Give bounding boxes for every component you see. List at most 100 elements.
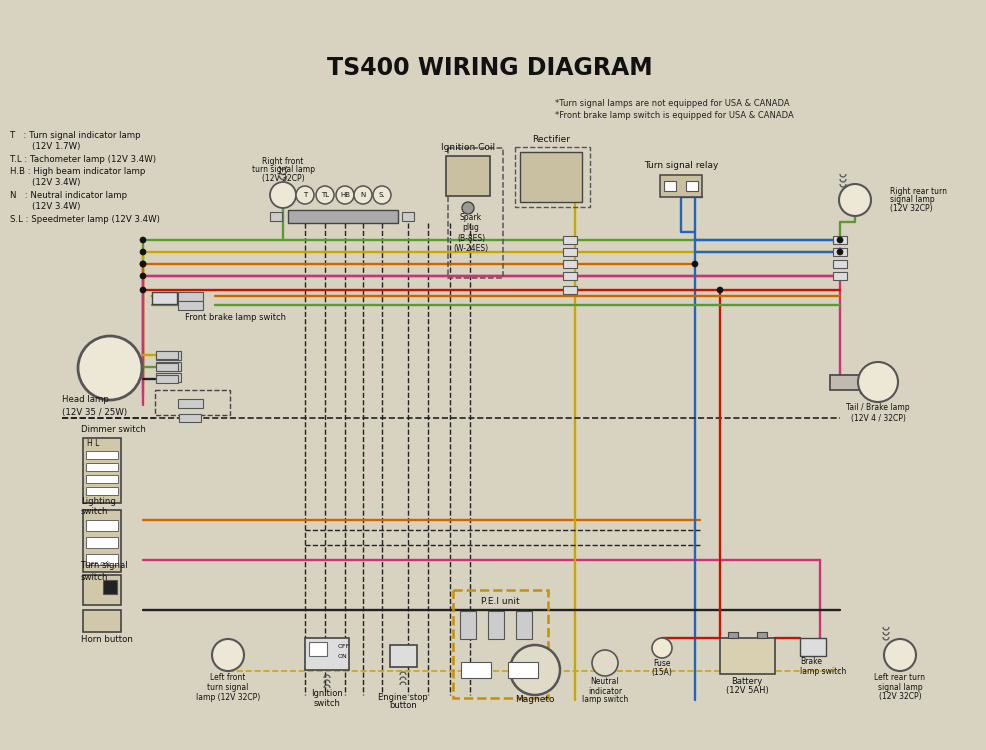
Text: *Turn signal lamps are not equipped for USA & CANADA: *Turn signal lamps are not equipped for … [554, 98, 789, 107]
Text: T.L : Tachometer lamp (12V 3.4W): T.L : Tachometer lamp (12V 3.4W) [10, 154, 156, 164]
Text: N   : Neutral indicator lamp: N : Neutral indicator lamp [10, 190, 127, 200]
Circle shape [140, 261, 146, 267]
Bar [832, 272, 846, 280]
Bar [103, 580, 117, 594]
Circle shape [691, 261, 697, 267]
Text: (12V 1.7W): (12V 1.7W) [10, 142, 80, 152]
Bar [177, 292, 202, 301]
Text: Lighting: Lighting [81, 496, 115, 506]
Bar [460, 662, 490, 678]
Bar [86, 554, 118, 565]
Text: turn signal: turn signal [207, 682, 248, 692]
Bar [829, 375, 859, 390]
Text: Fuse: Fuse [653, 659, 670, 668]
Text: Left front: Left front [210, 673, 246, 682]
Text: Turn signal relay: Turn signal relay [643, 160, 718, 170]
Bar [508, 662, 537, 678]
Circle shape [652, 638, 671, 658]
Text: S.: S. [379, 192, 385, 198]
Text: OFF: OFF [337, 644, 350, 649]
Circle shape [836, 237, 842, 243]
Text: Front brake lamp switch: Front brake lamp switch [184, 314, 286, 322]
Circle shape [140, 261, 146, 267]
Text: H.B : High beam indicator lamp: H.B : High beam indicator lamp [10, 166, 145, 176]
Bar [86, 451, 118, 459]
Bar [562, 260, 577, 268]
Text: Horn button: Horn button [81, 635, 133, 644]
Text: signal lamp: signal lamp [877, 682, 921, 692]
Text: (12V 3.4W): (12V 3.4W) [10, 178, 80, 188]
Bar [178, 414, 201, 422]
Text: Rectifier: Rectifier [531, 134, 570, 143]
Circle shape [592, 650, 617, 676]
Text: Dimmer switch: Dimmer switch [81, 424, 146, 433]
Bar [685, 181, 697, 191]
Bar [520, 152, 582, 202]
Bar [83, 510, 121, 572]
Circle shape [335, 186, 354, 204]
Circle shape [140, 273, 146, 279]
Text: Battery: Battery [731, 677, 762, 686]
Bar [859, 372, 867, 393]
Text: (12V 4 / 32CP): (12V 4 / 32CP) [850, 413, 904, 422]
Bar [562, 286, 577, 294]
Text: Neutral: Neutral [590, 677, 618, 686]
Text: OFF ON: OFF ON [86, 562, 109, 566]
Text: TL: TL [320, 192, 328, 198]
Bar [288, 210, 397, 223]
Text: P.E.I unit: P.E.I unit [480, 598, 519, 607]
Text: Head lamp: Head lamp [62, 395, 108, 404]
Bar [446, 156, 489, 196]
Bar [83, 575, 121, 605]
Text: H L: H L [87, 439, 99, 448]
Bar [516, 611, 531, 639]
Text: (B-8ES): (B-8ES) [457, 233, 484, 242]
Bar [152, 292, 176, 304]
Bar [515, 147, 590, 207]
Text: switch: switch [314, 698, 340, 707]
Text: Ignition: Ignition [311, 689, 342, 698]
Text: S.L : Speedmeter lamp (12V 3.4W): S.L : Speedmeter lamp (12V 3.4W) [10, 214, 160, 223]
Text: (12V 32CP): (12V 32CP) [261, 173, 304, 182]
Text: (12V 32CP): (12V 32CP) [889, 205, 932, 214]
Bar [389, 645, 416, 667]
Text: T   : Turn signal indicator lamp: T : Turn signal indicator lamp [10, 130, 140, 140]
Bar [562, 248, 577, 256]
Circle shape [883, 639, 915, 671]
Text: indicator: indicator [588, 686, 621, 695]
Circle shape [836, 249, 842, 255]
Text: signal lamp: signal lamp [889, 196, 934, 205]
Text: switch: switch [81, 508, 108, 517]
Text: Magneto: Magneto [515, 695, 554, 704]
Text: Tail / Brake lamp: Tail / Brake lamp [845, 404, 909, 412]
Bar [156, 350, 180, 359]
Text: (12V 5AH): (12V 5AH) [725, 686, 767, 695]
Bar [832, 236, 846, 244]
Bar [487, 611, 504, 639]
Circle shape [461, 202, 473, 214]
Text: ON: ON [337, 655, 347, 659]
Text: (12V 35 / 25W): (12V 35 / 25W) [62, 407, 127, 416]
Bar [177, 398, 202, 407]
Circle shape [140, 237, 146, 243]
Bar [156, 373, 180, 382]
Bar [664, 181, 675, 191]
Bar [177, 301, 202, 310]
Text: Spark: Spark [459, 214, 481, 223]
Bar [270, 211, 282, 220]
Bar [832, 260, 846, 268]
Text: Left rear turn: Left rear turn [874, 673, 925, 682]
Circle shape [716, 287, 723, 293]
Circle shape [212, 639, 244, 671]
Bar [401, 211, 413, 220]
Bar [800, 638, 825, 656]
Text: plug: plug [462, 224, 479, 232]
Text: Brake: Brake [800, 658, 821, 667]
Bar [86, 487, 118, 495]
Circle shape [838, 184, 870, 216]
Text: lamp (12V 32CP): lamp (12V 32CP) [195, 692, 260, 701]
Bar [83, 610, 121, 632]
Bar [156, 363, 177, 371]
Bar [86, 463, 118, 471]
Bar [562, 236, 577, 244]
